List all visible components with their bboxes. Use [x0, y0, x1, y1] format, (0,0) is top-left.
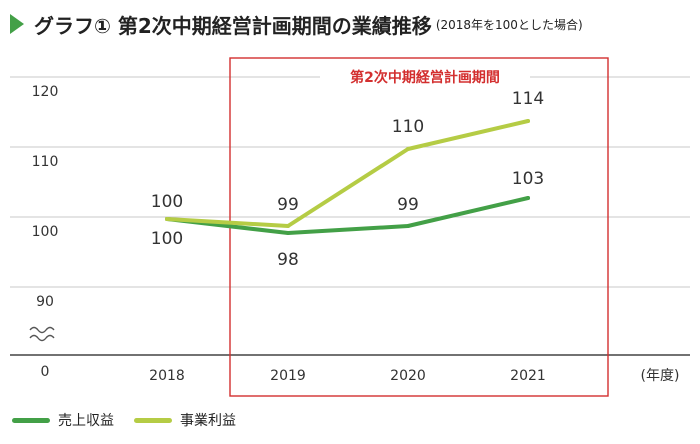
chart-title: グラフ① 第2次中期経営計画期間の業績推移 — [34, 13, 432, 38]
data-point-profit — [165, 217, 169, 221]
y-tick-label: 0 — [41, 364, 50, 380]
title-triangle-icon — [10, 14, 24, 34]
legend-item-sales: 売上収益 — [12, 410, 114, 430]
data-label-sales: 100 — [151, 229, 183, 249]
data-label-profit: 100 — [151, 192, 183, 212]
series-line-sales — [165, 196, 530, 235]
y-tick-label: 110 — [32, 154, 59, 170]
x-tick-label: 2021 — [510, 368, 546, 384]
data-point-profit — [286, 224, 290, 228]
legend-label-profit: 事業利益 — [180, 413, 236, 429]
legend-item-profit: 事業利益 — [134, 410, 236, 430]
y-tick-label: 120 — [32, 84, 59, 100]
chart-subtitle: (2018年を100とした場合) — [435, 17, 583, 32]
data-point-sales — [286, 231, 290, 235]
y-tick-label: 100 — [32, 224, 59, 240]
data-label-profit: 99 — [277, 195, 299, 215]
data-label-profit: 114 — [512, 89, 544, 109]
data-point-profit — [406, 147, 410, 151]
axis-break-icon — [29, 326, 55, 342]
data-point-profit — [526, 119, 530, 123]
highlight-period-label: 第2次中期経営計画期間 — [350, 69, 500, 86]
data-label-sales: 103 — [512, 169, 544, 189]
x-tick-label: 2018 — [149, 368, 185, 384]
x-tick-label: 2019 — [270, 368, 306, 384]
data-point-sales — [526, 196, 530, 200]
legend-swatch-sales — [12, 417, 50, 423]
chart-header: グラフ① 第2次中期経営計画期間の業績推移 (2018年を100とした場合) — [10, 8, 583, 40]
data-point-sales — [406, 224, 410, 228]
data-label-profit: 110 — [392, 117, 424, 137]
series-line-profit — [165, 119, 530, 228]
y-tick-label: 90 — [36, 294, 54, 310]
legend-swatch-profit — [134, 417, 172, 423]
x-tick-label: 2020 — [390, 368, 426, 384]
data-label-sales: 98 — [277, 250, 299, 270]
legend: 売上収益 事業利益 — [12, 410, 256, 430]
legend-label-sales: 売上収益 — [58, 413, 114, 429]
highlight-label-bg — [320, 66, 530, 86]
x-axis-unit: (年度) — [641, 368, 680, 384]
data-label-sales: 99 — [397, 195, 419, 215]
